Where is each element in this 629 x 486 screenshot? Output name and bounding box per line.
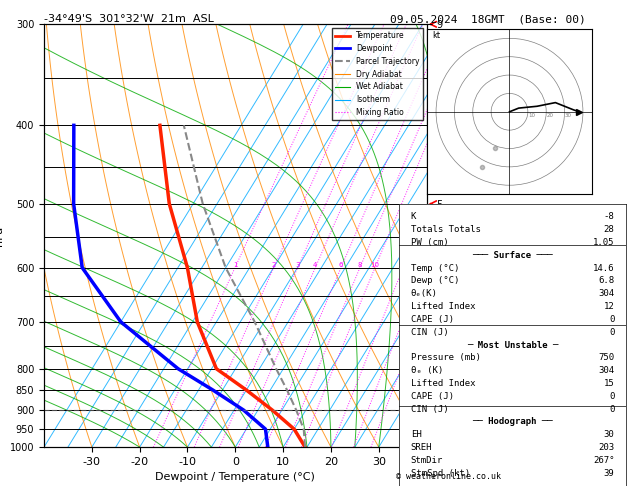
Text: Dewp (°C): Dewp (°C) xyxy=(411,277,459,285)
X-axis label: Dewpoint / Temperature (°C): Dewpoint / Temperature (°C) xyxy=(155,472,315,483)
Text: 6: 6 xyxy=(339,262,343,268)
Text: 267°: 267° xyxy=(593,456,615,465)
Text: ─── Surface ───: ─── Surface ─── xyxy=(472,251,553,260)
Text: 1.05: 1.05 xyxy=(593,238,615,247)
Text: 20: 20 xyxy=(546,113,554,118)
Text: SREH: SREH xyxy=(411,443,432,452)
Text: © weatheronline.co.uk: © weatheronline.co.uk xyxy=(396,472,501,481)
Text: Pressure (mb): Pressure (mb) xyxy=(411,353,481,363)
Text: 30: 30 xyxy=(565,113,572,118)
Text: 304: 304 xyxy=(598,289,615,298)
Text: 39: 39 xyxy=(604,469,615,478)
Y-axis label: hPa: hPa xyxy=(0,226,4,246)
Text: 0: 0 xyxy=(609,392,615,401)
Text: 0: 0 xyxy=(609,405,615,414)
Text: CIN (J): CIN (J) xyxy=(411,328,448,337)
Text: 304: 304 xyxy=(598,366,615,375)
Text: ── Hodograph ──: ── Hodograph ── xyxy=(472,417,553,426)
Text: 30: 30 xyxy=(604,430,615,439)
Text: kt: kt xyxy=(432,31,440,40)
Text: -34°49'S  301°32'W  21m  ASL: -34°49'S 301°32'W 21m ASL xyxy=(44,14,214,23)
Text: ─ Most Unstable ─: ─ Most Unstable ─ xyxy=(467,341,559,349)
Text: Lifted Index: Lifted Index xyxy=(411,379,476,388)
Text: 15: 15 xyxy=(604,379,615,388)
Text: 14.6: 14.6 xyxy=(593,264,615,273)
Text: 25: 25 xyxy=(436,262,445,268)
Text: 28: 28 xyxy=(604,225,615,234)
Text: EH: EH xyxy=(411,430,421,439)
Text: 12: 12 xyxy=(604,302,615,311)
Text: 10: 10 xyxy=(370,262,379,268)
Text: 3: 3 xyxy=(296,262,300,268)
Text: 20: 20 xyxy=(420,262,428,268)
Text: Totals Totals: Totals Totals xyxy=(411,225,481,234)
Text: 10: 10 xyxy=(528,113,535,118)
Text: 0: 0 xyxy=(609,315,615,324)
Text: 8: 8 xyxy=(358,262,362,268)
Text: 4: 4 xyxy=(313,262,318,268)
Text: 1LCL: 1LCL xyxy=(434,406,455,415)
Text: 15: 15 xyxy=(399,262,408,268)
Text: 1: 1 xyxy=(233,262,237,268)
Text: 6.8: 6.8 xyxy=(598,277,615,285)
Legend: Temperature, Dewpoint, Parcel Trajectory, Dry Adiabat, Wet Adiabat, Isotherm, Mi: Temperature, Dewpoint, Parcel Trajectory… xyxy=(331,28,423,120)
Text: 0: 0 xyxy=(609,328,615,337)
Text: θₑ (K): θₑ (K) xyxy=(411,366,443,375)
Text: 203: 203 xyxy=(598,443,615,452)
Text: 750: 750 xyxy=(598,353,615,363)
Text: 2: 2 xyxy=(272,262,276,268)
Text: CIN (J): CIN (J) xyxy=(411,405,448,414)
Text: 09.05.2024  18GMT  (Base: 00): 09.05.2024 18GMT (Base: 00) xyxy=(390,15,586,25)
Text: K: K xyxy=(411,212,416,222)
Text: θₑ(K): θₑ(K) xyxy=(411,289,438,298)
Text: Lifted Index: Lifted Index xyxy=(411,302,476,311)
Text: CAPE (J): CAPE (J) xyxy=(411,392,454,401)
Y-axis label: km
ASL: km ASL xyxy=(448,226,470,245)
Text: Temp (°C): Temp (°C) xyxy=(411,264,459,273)
Text: PW (cm): PW (cm) xyxy=(411,238,448,247)
Text: CAPE (J): CAPE (J) xyxy=(411,315,454,324)
Text: StmSpd (kt): StmSpd (kt) xyxy=(411,469,470,478)
Text: StmDir: StmDir xyxy=(411,456,443,465)
Text: -8: -8 xyxy=(604,212,615,222)
